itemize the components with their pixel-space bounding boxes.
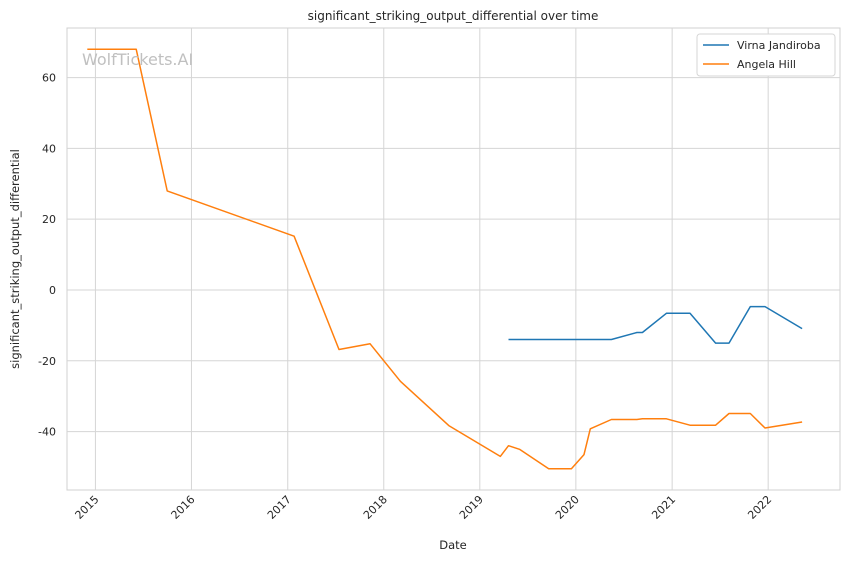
- y-tick-label: -20: [38, 355, 56, 368]
- chart-title: significant_striking_output_differential…: [308, 9, 599, 23]
- x-tick-label: 2016: [169, 493, 198, 522]
- x-tick-label: 2021: [649, 493, 678, 522]
- series-group: [87, 48, 803, 470]
- legend-box: [696, 33, 836, 77]
- grid: [67, 28, 840, 490]
- series-line-angela-hill: [87, 48, 803, 470]
- legend-label-virna-jandiroba: Virna Jandiroba: [737, 39, 821, 52]
- y-tick-label: 40: [42, 142, 56, 155]
- x-tick-label: 2022: [745, 493, 774, 522]
- y-tick-label: 20: [42, 213, 56, 226]
- y-tick-label: 0: [49, 284, 56, 297]
- x-tick-label: 2019: [457, 493, 486, 522]
- y-tick-label: 60: [42, 72, 56, 85]
- x-tick-label: 2018: [361, 493, 390, 522]
- x-axis-label: Date: [439, 538, 467, 552]
- plot-area: [66, 27, 841, 491]
- watermark: WolfTickets.AI: [82, 50, 193, 69]
- series-line-virna-jandiroba: [508, 305, 803, 344]
- x-tick-label: 2020: [553, 493, 582, 522]
- legend: Virna Jandiroba Angela Hill: [696, 33, 836, 77]
- legend-label-angela-hill: Angela Hill: [737, 58, 796, 71]
- x-tick-label: 2015: [73, 493, 102, 522]
- y-axis-label: significant_striking_output_differential: [8, 149, 22, 369]
- x-tick-label: 2017: [265, 493, 294, 522]
- y-tick-label: -40: [38, 426, 56, 439]
